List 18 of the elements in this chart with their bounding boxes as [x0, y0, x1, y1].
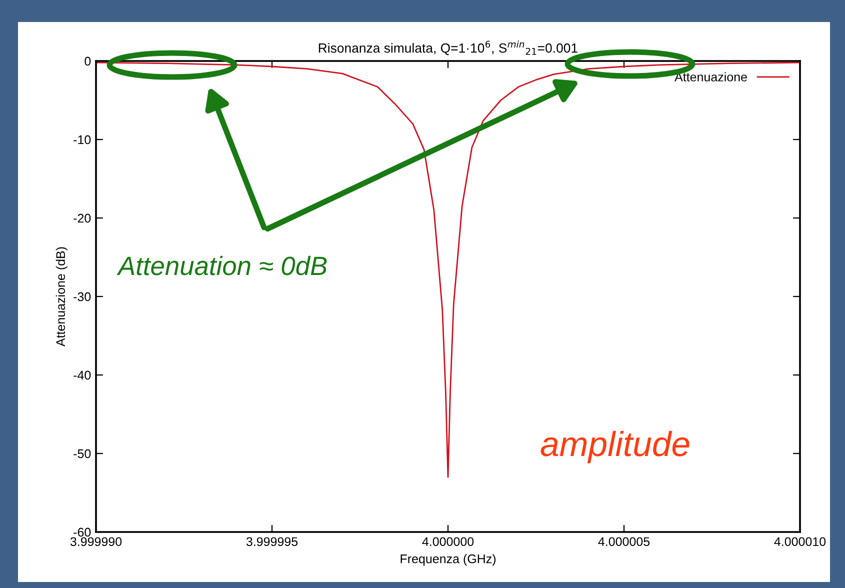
y-tick-label: -50: [74, 449, 91, 458]
annotation: Attenuation ≈ 0dB: [116, 256, 327, 276]
y-tick-label: -40: [74, 370, 91, 380]
x-tick-label: 3.999990: [70, 537, 122, 546]
chart-title: Risonanza simulata, Q=1·10$^{6}$, S$^{min}$$_{21}$=0.001: [318, 40, 578, 56]
y-tick-label: -60: [74, 528, 91, 537]
legend-label: Attenuazione: [674, 72, 747, 82]
y-tick-label: -30: [74, 292, 91, 302]
annotation: amplitude: [540, 430, 690, 464]
x-tick-label: 3.999995: [246, 537, 298, 546]
x-axis-title: Frequenza (GHz): [400, 554, 496, 566]
x-tick-label: 4.000010: [774, 537, 826, 546]
y-tick-label: -20: [74, 214, 91, 223]
y-tick-label: -10: [74, 135, 91, 144]
y-axis-title: Attenuazione (dB): [56, 247, 68, 346]
x-tick-label: 4.000005: [598, 537, 650, 546]
x-tick-label: 4.000000: [422, 537, 474, 546]
y-tick-label: 0: [84, 56, 91, 66]
